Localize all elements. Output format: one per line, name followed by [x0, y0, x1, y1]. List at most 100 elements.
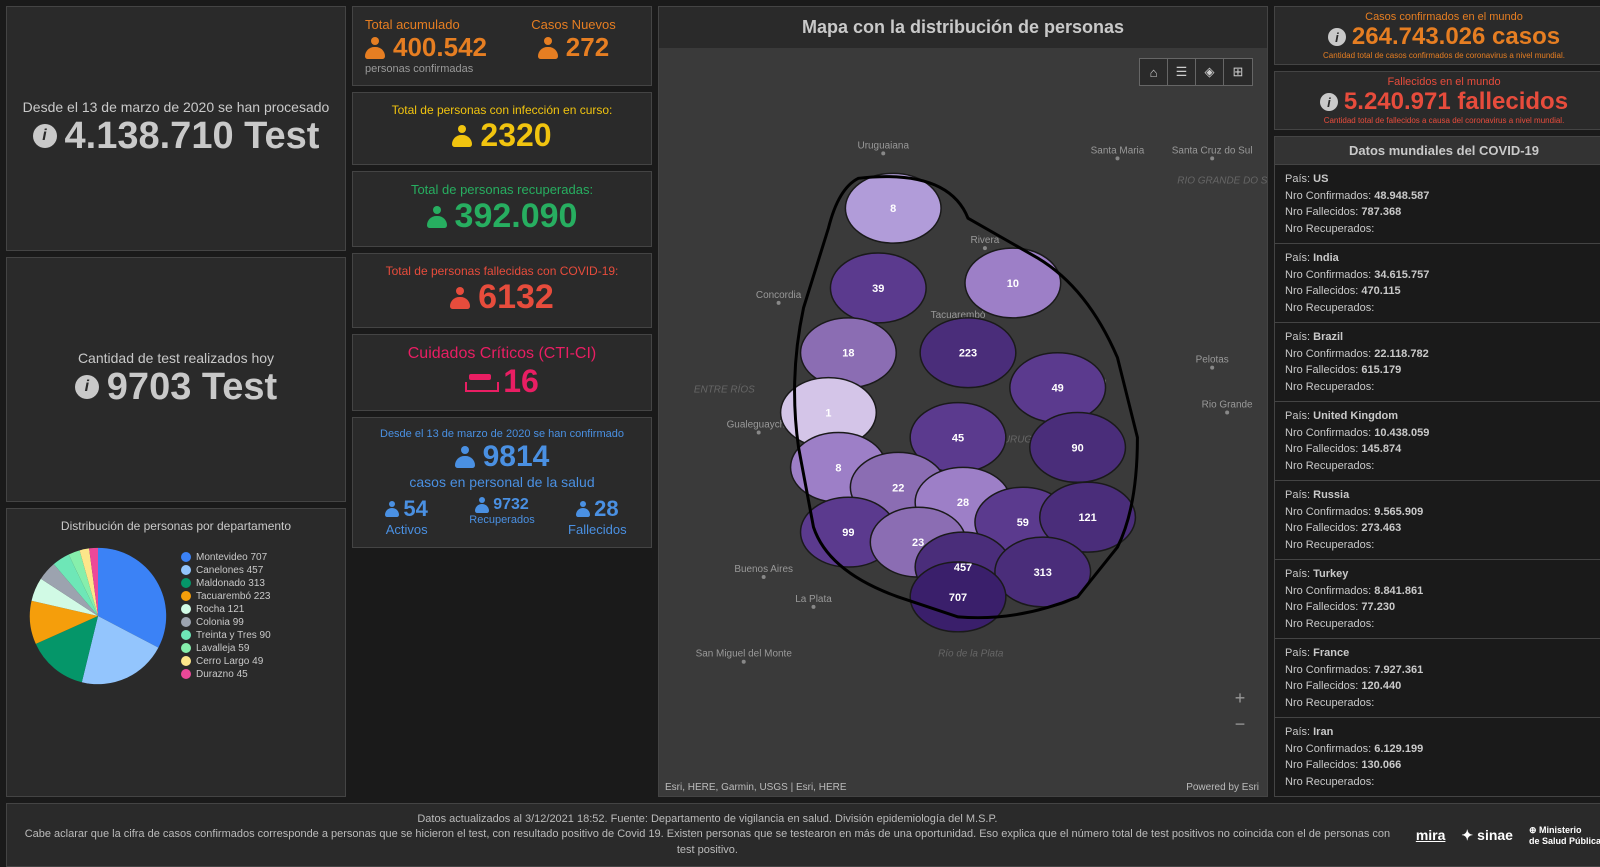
- country-item[interactable]: País: IndiaNro Confirmados: 34.615.757Nr…: [1274, 244, 1600, 323]
- footer: Datos actualizados al 3/12/2021 18:52. F…: [6, 803, 1600, 867]
- svg-text:223: 223: [959, 348, 977, 360]
- country-item[interactable]: País: FranceNro Confirmados: 7.927.361Nr…: [1274, 639, 1600, 718]
- svg-text:59: 59: [1017, 517, 1029, 529]
- svg-text:Concordia: Concordia: [756, 290, 802, 301]
- svg-text:28: 28: [957, 497, 969, 509]
- health-workers-card: Desde el 13 de marzo de 2020 se han conf…: [352, 417, 652, 548]
- legend-item: Tacuarembó 223: [181, 591, 271, 602]
- person-icon: [455, 446, 475, 468]
- person-icon: [385, 501, 399, 517]
- map-svg[interactable]: ENTRE RÍOSRIO GRANDE DO SULURUGUAYRío de…: [659, 48, 1267, 797]
- svg-text:313: 313: [1034, 567, 1052, 579]
- zoom-out-button[interactable]: −: [1227, 711, 1253, 737]
- legend-item: Montevideo 707: [181, 552, 271, 563]
- svg-text:23: 23: [912, 537, 924, 549]
- tests-today-value: i 9703 Test: [75, 366, 277, 409]
- svg-text:RIO GRANDE DO SUL: RIO GRANDE DO SUL: [1177, 175, 1267, 186]
- svg-text:45: 45: [952, 432, 964, 444]
- svg-text:457: 457: [954, 562, 972, 574]
- powered-by: Powered by Esri: [1186, 782, 1259, 793]
- country-item[interactable]: País: BrazilNro Confirmados: 22.118.782N…: [1274, 323, 1600, 402]
- info-icon[interactable]: i: [1328, 28, 1346, 46]
- svg-text:121: 121: [1078, 512, 1096, 524]
- confirmed-new-card: Total acumulado 400.542 personas confirm…: [352, 6, 652, 86]
- legend-item: Lavalleja 59: [181, 643, 271, 654]
- legend-item: Rocha 121: [181, 604, 271, 615]
- zoom-in-button[interactable]: +: [1227, 685, 1253, 711]
- bed-icon: [465, 372, 495, 392]
- svg-text:Santa Maria: Santa Maria: [1091, 145, 1145, 156]
- layers-icon[interactable]: ◈: [1196, 59, 1224, 85]
- svg-text:Buenos Aires: Buenos Aires: [734, 564, 793, 575]
- pie-card: Distribución de personas por departament…: [6, 508, 346, 797]
- legend-item: Canelones 457: [181, 565, 271, 576]
- legend-item: Durazno 45: [181, 669, 271, 680]
- legend-icon[interactable]: ☰: [1168, 59, 1196, 85]
- info-icon[interactable]: i: [33, 124, 57, 148]
- basemap-icon[interactable]: ⊞: [1224, 59, 1252, 85]
- svg-text:22: 22: [892, 482, 904, 494]
- country-item[interactable]: País: TurkeyNro Confirmados: 8.841.861Nr…: [1274, 560, 1600, 639]
- confirmed-label: Total acumulado: [365, 17, 496, 32]
- recovered-card: Total de personas recuperadas: 392.090: [352, 171, 652, 247]
- world-cases-card: Casos confirmados en el mundo i264.743.0…: [1274, 6, 1600, 65]
- country-item[interactable]: País: USNro Confirmados: 48.948.587Nro F…: [1274, 165, 1600, 244]
- svg-text:8: 8: [890, 203, 896, 215]
- deaths-card: Total de personas fallecidas con COVID-1…: [352, 253, 652, 328]
- map-card: Mapa con la distribución de personas ENT…: [658, 6, 1268, 797]
- svg-text:Rivera: Rivera: [971, 235, 1000, 246]
- active-card: Total de personas con infección en curso…: [352, 92, 652, 165]
- info-icon[interactable]: i: [1320, 93, 1338, 111]
- svg-text:39: 39: [872, 283, 884, 295]
- legend-item: Colonia 99: [181, 617, 271, 628]
- svg-text:1: 1: [825, 408, 831, 420]
- svg-text:18: 18: [842, 348, 854, 360]
- country-item[interactable]: País: United KingdomNro Confirmados: 10.…: [1274, 402, 1600, 481]
- new-label: Casos Nuevos: [508, 17, 639, 32]
- country-item[interactable]: País: RussiaNro Confirmados: 9.565.909Nr…: [1274, 481, 1600, 560]
- footer-line2: Cabe aclarar que la cifra de casos confi…: [19, 827, 1396, 858]
- legend-item: Treinta y Tres 90: [181, 630, 271, 641]
- map-toolbar: ⌂ ☰ ◈ ⊞: [1139, 58, 1253, 86]
- svg-text:Gualeguaychú: Gualeguaychú: [727, 419, 791, 430]
- svg-text:10: 10: [1007, 278, 1019, 290]
- person-icon: [365, 37, 385, 59]
- svg-text:Santa Cruz do Sul: Santa Cruz do Sul: [1172, 145, 1253, 156]
- footer-line1: Datos actualizados al 3/12/2021 18:52. F…: [19, 812, 1396, 827]
- svg-text:99: 99: [842, 527, 854, 539]
- info-icon[interactable]: i: [75, 375, 99, 399]
- logos: mira ✦ sinae ⊕ Ministeriode Salud Públic…: [1416, 825, 1600, 846]
- person-icon: [576, 501, 590, 517]
- world-deaths-card: Fallecidos en el mundo i5.240.971 fallec…: [1274, 71, 1600, 130]
- svg-text:La Plata: La Plata: [795, 594, 832, 605]
- svg-text:Pelotas: Pelotas: [1196, 355, 1229, 366]
- map-title: Mapa con la distribución de personas: [659, 7, 1267, 48]
- svg-text:San Miguel del Monte: San Miguel del Monte: [696, 649, 793, 660]
- tests-total-card: Desde el 13 de marzo de 2020 se han proc…: [6, 6, 346, 251]
- person-icon: [475, 497, 489, 513]
- mira-logo: mira: [1416, 827, 1446, 843]
- svg-text:Rio Grande: Rio Grande: [1202, 400, 1253, 411]
- pie-title: Distribución de personas por departament…: [19, 519, 333, 533]
- tests-today-card: Cantidad de test realizados hoy i 9703 T…: [6, 257, 346, 502]
- tests-today-label: Cantidad de test realizados hoy: [78, 350, 274, 366]
- map-attribution: Esri, HERE, Garmin, USGS | Esri, HERE: [665, 782, 847, 793]
- sinae-logo: ✦ sinae: [1461, 827, 1513, 844]
- country-list-title: Datos mundiales del COVID-19: [1274, 136, 1600, 165]
- person-icon: [452, 125, 472, 147]
- home-icon[interactable]: ⌂: [1140, 59, 1168, 85]
- svg-text:49: 49: [1052, 383, 1064, 395]
- icu-card: Cuidados Críticos (CTI-CI) 16: [352, 334, 652, 411]
- person-icon: [427, 206, 447, 228]
- legend-item: Maldonado 313: [181, 578, 271, 589]
- svg-text:90: 90: [1072, 442, 1084, 454]
- tests-total-label: Desde el 13 de marzo de 2020 se han proc…: [23, 99, 330, 115]
- country-item[interactable]: País: IranNro Confirmados: 6.129.199Nro …: [1274, 718, 1600, 797]
- pie-chart: [23, 541, 173, 691]
- person-icon: [538, 37, 558, 59]
- pie-legend: Montevideo 707 Canelones 457 Maldonado 313…: [181, 552, 271, 680]
- tests-total-value: i 4.138.710 Test: [33, 115, 320, 158]
- msp-logo: ⊕ Ministeriode Salud Pública: [1529, 825, 1600, 846]
- svg-text:707: 707: [949, 592, 967, 604]
- svg-text:ENTRE RÍOS: ENTRE RÍOS: [694, 385, 755, 396]
